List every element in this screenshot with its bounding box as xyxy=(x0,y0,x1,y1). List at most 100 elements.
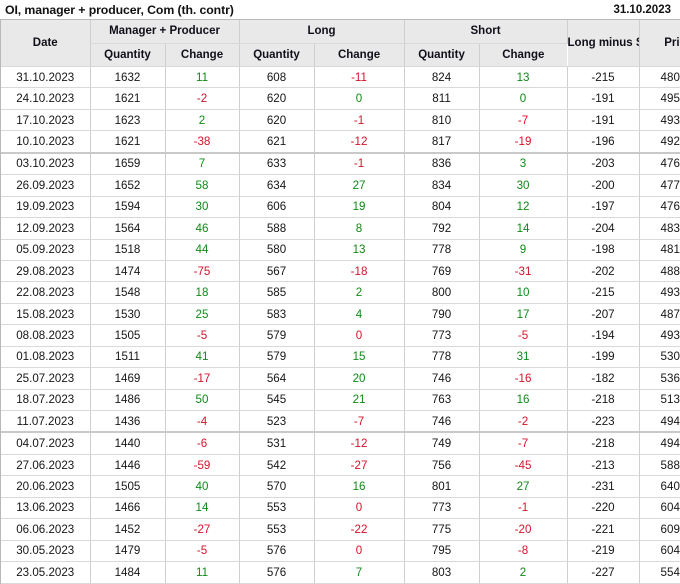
cell-short-quantity: 763 xyxy=(404,389,480,412)
cell-short-change: -7 xyxy=(479,432,568,455)
cell-mp-quantity: 1436 xyxy=(90,410,166,434)
cell-long-minus-short: -202 xyxy=(567,260,640,283)
cell-long-quantity: 580 xyxy=(239,239,315,261)
cell-mp-change: 11 xyxy=(165,66,240,89)
cell-long-quantity: 606 xyxy=(239,196,315,219)
cell-price: 493.25 xyxy=(639,109,680,132)
cell-mp-change: 11 xyxy=(165,561,240,584)
cell-long-quantity: 564 xyxy=(239,367,315,390)
table-body: 31.10.2023163211608-1182413-215480.7524.… xyxy=(1,66,680,584)
cell-price: 554.50 xyxy=(639,561,680,584)
cell-long-quantity: 621 xyxy=(239,130,315,154)
cell-short-quantity: 811 xyxy=(404,87,480,110)
cell-long-change: 21 xyxy=(314,389,405,412)
cell-date: 25.07.2023 xyxy=(1,367,91,390)
cell-long-minus-short: -203 xyxy=(567,152,640,176)
cell-long-minus-short: -207 xyxy=(567,303,640,326)
cell-short-change: 10 xyxy=(479,281,568,304)
cell-short-change: 27 xyxy=(479,475,568,498)
cell-price: 477.25 xyxy=(639,174,680,197)
cell-mp-change: 2 xyxy=(165,109,240,132)
cell-date: 31.10.2023 xyxy=(1,66,91,89)
cell-mp-change: -2 xyxy=(165,87,240,110)
cell-long-quantity: 531 xyxy=(239,432,315,455)
column-header-short-quantity: Quantity xyxy=(404,43,480,67)
cell-mp-change: -4 xyxy=(165,410,240,434)
cell-long-change: 0 xyxy=(314,497,405,520)
cell-short-quantity: 800 xyxy=(404,281,480,304)
cell-mp-quantity: 1484 xyxy=(90,561,166,584)
cell-long-quantity: 553 xyxy=(239,518,315,541)
cell-short-change: 12 xyxy=(479,196,568,219)
cell-long-change: 0 xyxy=(314,324,405,347)
cell-short-quantity: 790 xyxy=(404,303,480,326)
column-header-mp-quantity: Quantity xyxy=(90,43,166,67)
cell-date: 08.08.2023 xyxy=(1,324,91,347)
cell-short-change: -1 xyxy=(479,497,568,520)
cell-long-change: 27 xyxy=(314,174,405,197)
cell-long-minus-short: -197 xyxy=(567,196,640,219)
cell-long-minus-short: -215 xyxy=(567,281,640,304)
cell-short-change: 31 xyxy=(479,346,568,369)
column-header-long-change: Change xyxy=(314,43,405,67)
cell-long-minus-short: -194 xyxy=(567,324,640,347)
cell-long-minus-short: -218 xyxy=(567,432,640,455)
cell-price: 493.00 xyxy=(639,281,680,304)
cell-short-quantity: 801 xyxy=(404,475,480,498)
cell-mp-quantity: 1548 xyxy=(90,281,166,304)
cell-short-change: 9 xyxy=(479,239,568,261)
cell-short-change: -5 xyxy=(479,324,568,347)
cell-long-quantity: 579 xyxy=(239,324,315,347)
cell-mp-quantity: 1594 xyxy=(90,196,166,219)
cell-price: 604.25 xyxy=(639,497,680,520)
cell-mp-change: 40 xyxy=(165,475,240,498)
cell-mp-quantity: 1621 xyxy=(90,87,166,110)
cell-date: 27.06.2023 xyxy=(1,454,91,477)
cell-long-quantity: 620 xyxy=(239,109,315,132)
cell-long-change: -12 xyxy=(314,130,405,154)
cell-short-change: -45 xyxy=(479,454,568,477)
cell-long-change: 0 xyxy=(314,87,405,110)
cell-mp-quantity: 1505 xyxy=(90,324,166,347)
cell-short-quantity: 836 xyxy=(404,152,480,176)
cell-long-change: -18 xyxy=(314,260,405,283)
cell-short-quantity: 773 xyxy=(404,324,480,347)
cell-mp-quantity: 1621 xyxy=(90,130,166,154)
cell-price: 513.75 xyxy=(639,389,680,412)
commitments-table: Date Manager + Producer Long Short Long … xyxy=(1,20,680,584)
cell-long-minus-short: -220 xyxy=(567,497,640,520)
cell-mp-change: 25 xyxy=(165,303,240,326)
cell-mp-quantity: 1564 xyxy=(90,217,166,240)
cell-long-change: 4 xyxy=(314,303,405,326)
cell-short-quantity: 775 xyxy=(404,518,480,541)
cell-mp-quantity: 1452 xyxy=(90,518,166,541)
cell-date: 06.06.2023 xyxy=(1,518,91,541)
cell-long-quantity: 620 xyxy=(239,87,315,110)
cell-date: 10.10.2023 xyxy=(1,130,91,154)
cell-long-change: -1 xyxy=(314,109,405,132)
cell-short-quantity: 803 xyxy=(404,561,480,584)
column-header-mp-change: Change xyxy=(165,43,240,67)
cell-long-quantity: 585 xyxy=(239,281,315,304)
cell-long-minus-short: -231 xyxy=(567,475,640,498)
cell-mp-quantity: 1659 xyxy=(90,152,166,176)
cell-short-change: 30 xyxy=(479,174,568,197)
cell-long-quantity: 567 xyxy=(239,260,315,283)
cell-mp-quantity: 1518 xyxy=(90,239,166,261)
cell-date: 18.07.2023 xyxy=(1,389,91,412)
cell-price: 588.00 xyxy=(639,454,680,477)
cell-mp-change: -75 xyxy=(165,260,240,283)
cell-mp-quantity: 1511 xyxy=(90,346,166,369)
cell-long-minus-short: -182 xyxy=(567,367,640,390)
cell-date: 05.09.2023 xyxy=(1,239,91,261)
